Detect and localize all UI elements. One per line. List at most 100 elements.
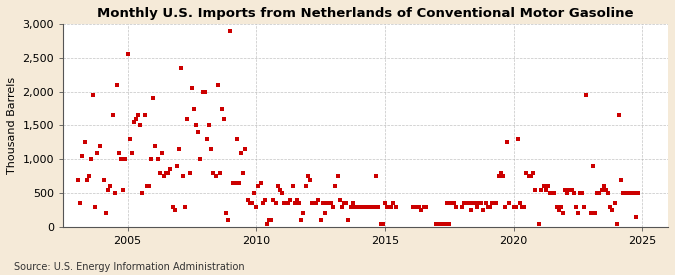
- Point: [298, 211, 308, 216]
- Point: [206, 147, 217, 151]
- Point: [525, 174, 536, 178]
- Point: [255, 181, 266, 185]
- Point: [410, 205, 421, 209]
- Point: [412, 205, 423, 209]
- Point: [630, 215, 641, 219]
- Point: [141, 184, 152, 189]
- Point: [101, 211, 111, 216]
- Point: [442, 201, 453, 205]
- Point: [572, 211, 583, 216]
- Point: [605, 205, 616, 209]
- Point: [266, 218, 277, 222]
- Point: [197, 89, 208, 94]
- Point: [465, 208, 476, 212]
- Point: [470, 201, 481, 205]
- Point: [173, 147, 184, 151]
- Point: [534, 221, 545, 226]
- Point: [478, 208, 489, 212]
- Point: [275, 188, 286, 192]
- Point: [75, 201, 86, 205]
- Point: [574, 191, 585, 195]
- Point: [364, 205, 375, 209]
- Point: [251, 205, 262, 209]
- Point: [431, 221, 442, 226]
- Point: [600, 188, 611, 192]
- Point: [279, 201, 290, 205]
- Point: [137, 191, 148, 195]
- Point: [135, 123, 146, 128]
- Point: [199, 89, 210, 94]
- Point: [178, 174, 189, 178]
- Point: [587, 164, 598, 168]
- Point: [148, 96, 159, 101]
- Point: [493, 174, 504, 178]
- Point: [339, 201, 350, 205]
- Point: [435, 221, 446, 226]
- Point: [227, 181, 238, 185]
- Point: [264, 218, 275, 222]
- Point: [390, 205, 401, 209]
- Point: [337, 205, 348, 209]
- Point: [115, 157, 126, 161]
- Point: [111, 82, 122, 87]
- Point: [437, 221, 448, 226]
- Point: [90, 205, 101, 209]
- Point: [308, 201, 319, 205]
- Point: [130, 117, 141, 121]
- Point: [315, 218, 326, 222]
- Point: [270, 201, 281, 205]
- Point: [388, 201, 399, 205]
- Point: [504, 201, 514, 205]
- Point: [153, 157, 163, 161]
- Point: [530, 188, 541, 192]
- Point: [596, 188, 607, 192]
- Point: [323, 201, 334, 205]
- Point: [581, 93, 592, 97]
- Point: [539, 184, 549, 189]
- Point: [92, 150, 103, 155]
- Point: [564, 188, 575, 192]
- Point: [381, 205, 392, 209]
- Point: [463, 201, 474, 205]
- Point: [341, 201, 352, 205]
- Point: [356, 205, 367, 209]
- Point: [570, 205, 581, 209]
- Point: [444, 221, 455, 226]
- Point: [450, 205, 461, 209]
- Point: [253, 184, 264, 189]
- Point: [223, 218, 234, 222]
- Point: [296, 218, 306, 222]
- Point: [95, 144, 105, 148]
- Point: [483, 205, 493, 209]
- Point: [551, 205, 562, 209]
- Point: [313, 198, 324, 202]
- Point: [155, 171, 165, 175]
- Point: [439, 221, 450, 226]
- Point: [306, 201, 317, 205]
- Point: [230, 181, 240, 185]
- Point: [161, 171, 171, 175]
- Point: [120, 157, 131, 161]
- Point: [210, 174, 221, 178]
- Point: [186, 86, 197, 90]
- Point: [448, 201, 459, 205]
- Point: [367, 205, 377, 209]
- Point: [616, 177, 626, 182]
- Point: [294, 201, 304, 205]
- Point: [354, 205, 364, 209]
- Point: [543, 184, 554, 189]
- Point: [281, 201, 292, 205]
- Point: [277, 191, 288, 195]
- Point: [257, 201, 268, 205]
- Point: [124, 137, 135, 141]
- Point: [607, 208, 618, 212]
- Point: [236, 150, 246, 155]
- Point: [495, 171, 506, 175]
- Point: [139, 113, 150, 117]
- Point: [167, 205, 178, 209]
- Point: [420, 205, 431, 209]
- Point: [302, 174, 313, 178]
- Point: [204, 123, 215, 128]
- Point: [556, 205, 566, 209]
- Point: [107, 113, 118, 117]
